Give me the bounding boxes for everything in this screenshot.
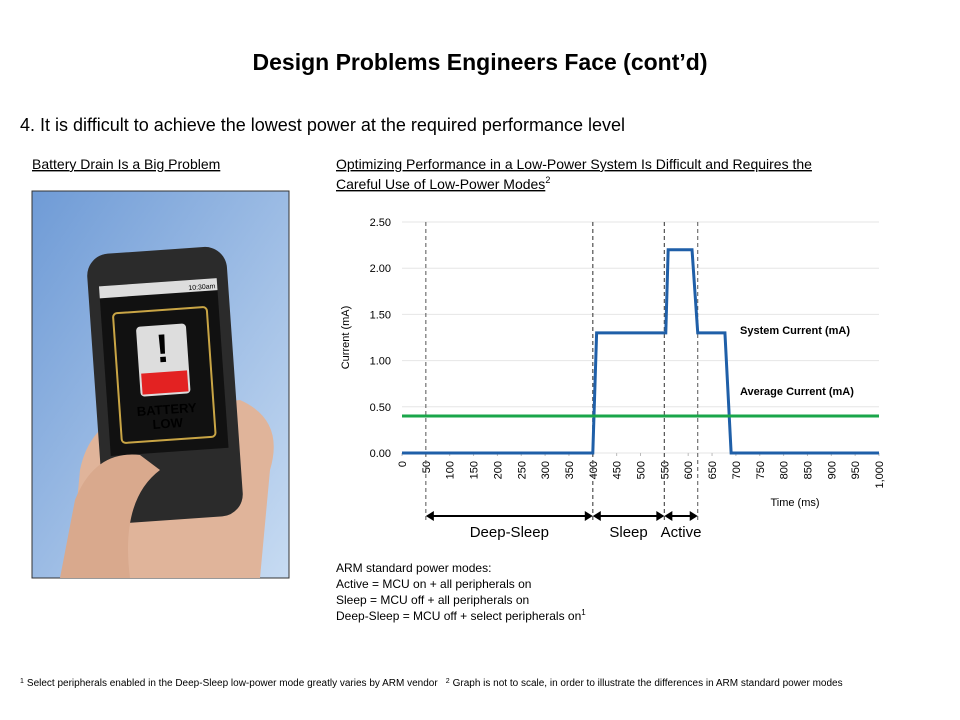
mode-line: Sleep = MCU off + all peripherals on [336,593,529,607]
x-tick-label: 250 [516,461,528,479]
x-tick-label: 650 [707,461,719,479]
series-label: System Current (mA) [740,325,850,337]
mode-line: Active = MCU on + all peripherals on [336,577,531,591]
mode-line: Deep-Sleep = MCU off + select peripheral… [336,608,586,623]
slide-title: Design Problems Engineers Face (cont’d) [253,49,708,75]
y-tick-label: 2.50 [370,217,391,229]
data-line [402,248,879,455]
footnote-ref: 2 [545,175,550,185]
arrow-head [664,511,698,521]
x-tick-label: 350 [564,461,576,479]
x-tick-label: 300 [540,461,552,479]
x-axis-title: Time (ms) [770,497,819,509]
right-heading: Optimizing Performance in a Low-Power Sy… [336,156,812,172]
warning-text: LOW [152,415,184,432]
modes-heading: ARM standard power modes: [336,561,491,575]
svg-text:!: ! [154,327,170,372]
x-tick-label: 850 [802,461,814,479]
x-tick-label: 900 [826,461,838,479]
x-tick-label: 550 [659,461,671,479]
y-tick-label: 1.50 [370,309,391,321]
point: 4. It is difficult to achieve the lowest… [20,115,625,135]
y-axis-title: Current (mA) [340,306,352,370]
x-tick-label: 50 [421,461,433,473]
left-heading: Battery Drain Is a Big Problem [32,156,220,172]
x-tick-label: 500 [636,461,648,479]
y-tick-label: 0.50 [370,402,391,414]
x-tick-label: 600 [683,461,695,479]
right-heading: Careful Use of Low-Power Modes2 [336,175,550,192]
phone-photo: 10:30am ! BATTERY LOW [31,190,290,579]
series-label: Average Current (mA) [740,386,854,398]
x-tick-label: 750 [755,461,767,479]
x-tick-label: 450 [612,461,624,479]
x-tick-label: 700 [731,461,743,479]
y-tick-label: 0.00 [370,448,391,460]
footnote-ref: 1 [581,608,586,617]
x-tick-label: 150 [469,461,481,479]
phase-label: Sleep [609,524,647,541]
x-tick-label: 100 [445,461,457,479]
y-tick-label: 1.00 [370,356,391,368]
footnote-text: Graph is not to scale, in order to illus… [453,678,843,689]
x-tick-label: 0 [397,461,409,467]
x-tick-label: 400 [588,461,600,479]
x-tick-label: 200 [492,461,504,479]
phase-label: Active [661,524,702,541]
x-tick-label: 1,000 [874,461,886,489]
right-heading-line: Careful Use of Low-Power Modes [336,176,545,192]
x-tick-label: 950 [850,461,862,479]
footnote-text: Select peripherals enabled in the Deep-S… [27,678,438,689]
y-tick-label: 2.00 [370,263,391,275]
mode-line-text: Deep-Sleep = MCU off + select peripheral… [336,609,581,623]
x-tick-label: 800 [779,461,791,479]
footnote-ref: 2 [446,678,450,685]
warning-text: BATTERY [136,400,197,419]
phone-time: 10:30am [188,283,216,292]
footnotes: 1 Select peripherals enabled in the Deep-… [20,678,843,689]
footnote-ref: 1 [20,678,24,685]
phase-label: Deep-Sleep [470,524,549,541]
arrow-head [592,511,665,521]
